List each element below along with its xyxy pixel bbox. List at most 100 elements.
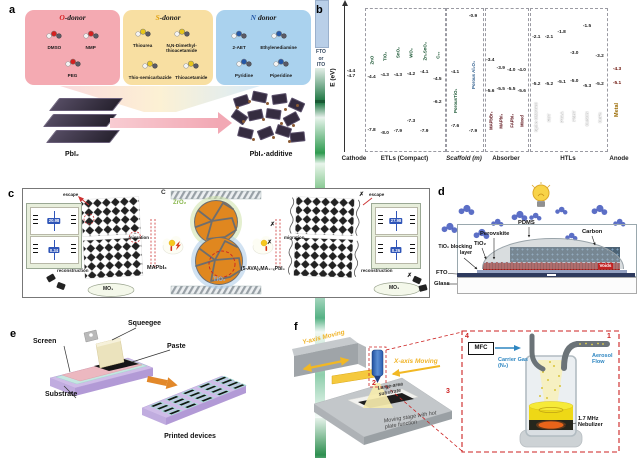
fto-layer — [457, 272, 635, 277]
molecule-icon — [173, 26, 191, 44]
molecule: Thio-semicarbazide — [129, 58, 172, 81]
vb-value: -5.0 — [570, 78, 579, 84]
group-box-2 — [485, 8, 529, 152]
cb-value: -4.0 — [507, 68, 516, 74]
printed-devices-label: Printed devices — [164, 433, 216, 440]
molecule-icon — [45, 28, 63, 46]
cb-value: -4.3 — [393, 73, 403, 79]
cb-value: -3.9 — [496, 66, 505, 72]
printed-device — [148, 401, 165, 408]
voids-badge: Voids — [598, 263, 613, 269]
dft-inset-right: 27.98 0.26 — [371, 203, 421, 269]
cb-value: -1.8 — [557, 29, 566, 35]
reaction-arrow-head — [218, 112, 232, 134]
blocking-layer-label: TiO₂ blocking layer — [438, 244, 472, 256]
panel-c-letter: c — [8, 188, 15, 200]
cb-value: -4.2 — [406, 71, 416, 77]
cb-value: -4.4 — [367, 75, 376, 81]
molecule-icon — [235, 56, 253, 74]
vb-value: -5.2 — [532, 82, 541, 88]
molecule-row: Thio-semicarbazide Thioacetamide — [125, 58, 211, 81]
metal-oxide-label: MO₃ — [389, 285, 400, 291]
donor-title-accent: O — [59, 13, 65, 22]
panel-b-letter: b — [316, 4, 323, 16]
pbi2-slab — [45, 130, 121, 143]
molecule-label: 2-AET — [232, 45, 246, 51]
marker-2: 2 — [372, 380, 376, 387]
molecule: Ethylenediamine — [260, 28, 297, 51]
donor-box: N donor 2-AET Ethylenediamine Pyridine Piper… — [216, 10, 311, 85]
cb-value: -3.4 — [486, 57, 495, 63]
additive-dot — [266, 102, 269, 105]
perovskite-label: Perovskite — [480, 231, 510, 237]
mapbi3-label: MAPbI₃ — [147, 265, 167, 271]
cathode-bar — [315, 0, 329, 49]
vb-value: -6.2 — [433, 99, 442, 105]
molecule-label: Piperidine — [269, 73, 293, 79]
glass-layer — [457, 276, 637, 294]
molecule-rows: 2-AET Ethylenediamine Pyridine Piperidine — [216, 22, 311, 85]
fto-gap — [547, 273, 556, 276]
panel-e: e Sque — [0, 315, 320, 458]
bar-name: Porous Al₂O₃ — [470, 61, 476, 90]
marker-3: 3 — [446, 388, 450, 395]
bar-name: WO₃ — [408, 48, 414, 59]
printed-device — [182, 402, 199, 409]
molecule-label: Thiourea — [132, 43, 153, 49]
x-mark: ✗ — [359, 192, 365, 198]
printed-device — [166, 408, 183, 416]
mfc-box: MFC — [468, 342, 494, 355]
donor-box-title: O-donor — [25, 13, 120, 22]
reconstruction-label: reconstruction — [361, 268, 393, 273]
additive-dot — [280, 122, 283, 125]
vb-value: -7.9 — [468, 129, 478, 135]
bar-name: FAPbI₃ — [508, 113, 514, 128]
pdms-label: PDMS — [518, 220, 535, 226]
vb-value: -5.5 — [496, 87, 505, 93]
cathode-wf-line — [315, 48, 327, 50]
energy-axis-line — [344, 5, 345, 152]
molecule-label: NMP — [85, 45, 96, 51]
group-label-1: ETLs (Compact) — [380, 155, 429, 162]
cb2-value: -4.2 — [367, 70, 376, 76]
energy-axis-arrowhead — [341, 0, 348, 6]
x-mark: ✗ — [270, 222, 276, 228]
donor-boxes: O-donor DMSO NMP PEG S-donor Thiourea N,N-Dime… — [0, 0, 316, 90]
bar-name: ZnO — [369, 55, 375, 65]
dft-diagram: 0.34 — [29, 236, 79, 264]
cb-value: -0.9 — [468, 13, 478, 19]
molecule: DMSO — [45, 28, 63, 51]
vb-value: -7.9 — [393, 129, 403, 135]
bar-bottom-TiO₂ — [315, 153, 325, 165]
molecule-row: Thiourea N,N-Dimethyl-thioacetamide — [125, 26, 211, 54]
nebulizer-label: 1.7 MHz Nebulizer — [578, 416, 603, 429]
additive-dot — [262, 118, 265, 121]
x-axis-moving-label: X-axis Moving — [394, 358, 438, 365]
printed-device — [218, 378, 235, 385]
cb-value: -2.1 — [544, 34, 554, 40]
cb-value: -3.0 — [570, 50, 579, 56]
inset-value: 27.98 — [389, 217, 403, 224]
substrate-label: Substrate — [45, 391, 78, 398]
cb-value: -4.1 — [450, 69, 460, 75]
additive-dot — [284, 108, 287, 111]
vb-value: -5.5 — [507, 87, 516, 93]
pbi2-shard — [289, 131, 306, 143]
additive-dot — [252, 138, 255, 141]
molecule-label: Ethylenediamine — [260, 45, 297, 51]
donor-box: S-donor Thiourea N,N-Dimethyl-thioacetamid… — [123, 10, 213, 85]
donor-box-title: N donor — [216, 13, 311, 22]
molecule-icon — [270, 28, 288, 46]
vb-value: -7.3 — [406, 118, 416, 124]
pbi2-slab — [42, 114, 118, 127]
panel-b: b E (eV) -4.4 -4.7 FTO or ITO -4.2 -4.4 -7.8 ZnO… — [315, 0, 639, 458]
glass-label: Glass — [434, 281, 450, 287]
bar-top-TiO₂ — [315, 118, 325, 153]
bar-bottom-ZnO — [315, 103, 325, 118]
fto-label: FTO — [436, 270, 448, 276]
group-box-3 — [530, 8, 608, 152]
molecule-row: 2-AET Ethylenediamine — [218, 28, 309, 51]
panel-e-letter: e — [10, 328, 17, 340]
inset-value: 0.26 — [390, 247, 402, 253]
